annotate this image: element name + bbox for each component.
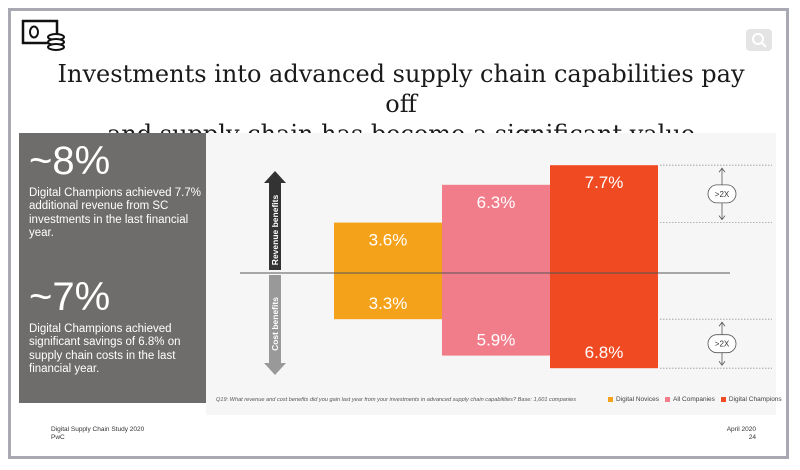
revenue-ratio-badge (707, 184, 737, 204)
benefits-chart: Revenue benefits Cost benefits 3.6% 3.3% 6… (240, 164, 772, 375)
cost-label-digital-champions: 6.8% (585, 343, 624, 362)
revenue-label-all-companies: 6.3% (477, 193, 516, 212)
company-name: PwC (51, 434, 65, 441)
question-footnote: Q19: What revenue and cost benefits did … (216, 397, 577, 403)
legend-swatch (665, 397, 670, 402)
footer-left: Digital Supply Chain Study 2020 PwC (51, 426, 144, 442)
footer-right: April 2020 24 (727, 426, 756, 442)
study-name: Digital Supply Chain Study 2020 (51, 426, 145, 433)
page-number: 24 (748, 434, 756, 441)
legend-item-digital-novices: Digital Novices (608, 396, 659, 403)
cost-bar-digital-novices (334, 273, 442, 320)
money-icon (21, 19, 65, 51)
revenue-arrowhead-down (718, 215, 726, 221)
title-line-1: Investments into advanced supply chain c… (57, 60, 745, 118)
revenue-label-digital-novices: 3.6% (369, 231, 408, 250)
cost-stat-value: ~7% (29, 275, 111, 319)
revenue-stat-text: Digital Champions achieved 7.7% addition… (29, 187, 201, 240)
slide: Investments into advanced supply chain c… (8, 8, 789, 459)
cost-bar-digital-champions (550, 273, 658, 369)
cost-arrowhead-down (718, 360, 726, 366)
cost-bar-all-companies (442, 273, 550, 356)
revenue-stat-value: ~8% (29, 139, 111, 183)
legend-item-all-companies: All Companies (665, 396, 715, 403)
revenue-bar-digital-novices (334, 222, 442, 273)
legend-label: All Companies (673, 396, 715, 403)
cost-label-digital-novices: 3.3% (369, 294, 408, 313)
revenue-stat: ~8% Digital Champions achieved 7.7% addi… (29, 139, 204, 241)
footer-date: April 2020 (726, 426, 756, 433)
cost-ratio-label: >2X (715, 340, 730, 349)
cost-arrowhead-up (718, 321, 726, 327)
revenue-bar-all-companies (442, 184, 550, 273)
revenue-label-digital-champions: 7.7% (585, 173, 624, 192)
revenue-arrowhead-up (718, 167, 726, 173)
cost-axis-label: Cost benefits (270, 297, 280, 351)
legend-item-digital-champions: Digital Champions (720, 396, 782, 403)
legend-label: Digital Novices (616, 396, 659, 403)
chart-legend: Digital Novices All Companies Digital Cham… (608, 396, 782, 403)
legend-swatch (720, 397, 726, 402)
revenue-bar-digital-champions (550, 165, 658, 273)
cost-stat-text: Digital Champions achieved significant s… (29, 323, 181, 376)
summary-panel: ~8% Digital Champions achieved 7.7% addi… (19, 133, 206, 403)
cost-ratio-badge (707, 334, 737, 354)
revenue-ratio-label: >2X (715, 190, 730, 199)
cost-label-all-companies: 5.9% (477, 331, 516, 350)
legend-label: Digital Champions (728, 396, 782, 403)
cost-arrow (264, 275, 286, 375)
revenue-arrow (264, 171, 286, 270)
zoom-icon[interactable] (746, 29, 772, 51)
legend-swatch (608, 397, 613, 402)
revenue-axis-label: Revenue benefits (270, 195, 280, 266)
cost-stat: ~7% Digital Champions achieved significa… (29, 275, 204, 377)
